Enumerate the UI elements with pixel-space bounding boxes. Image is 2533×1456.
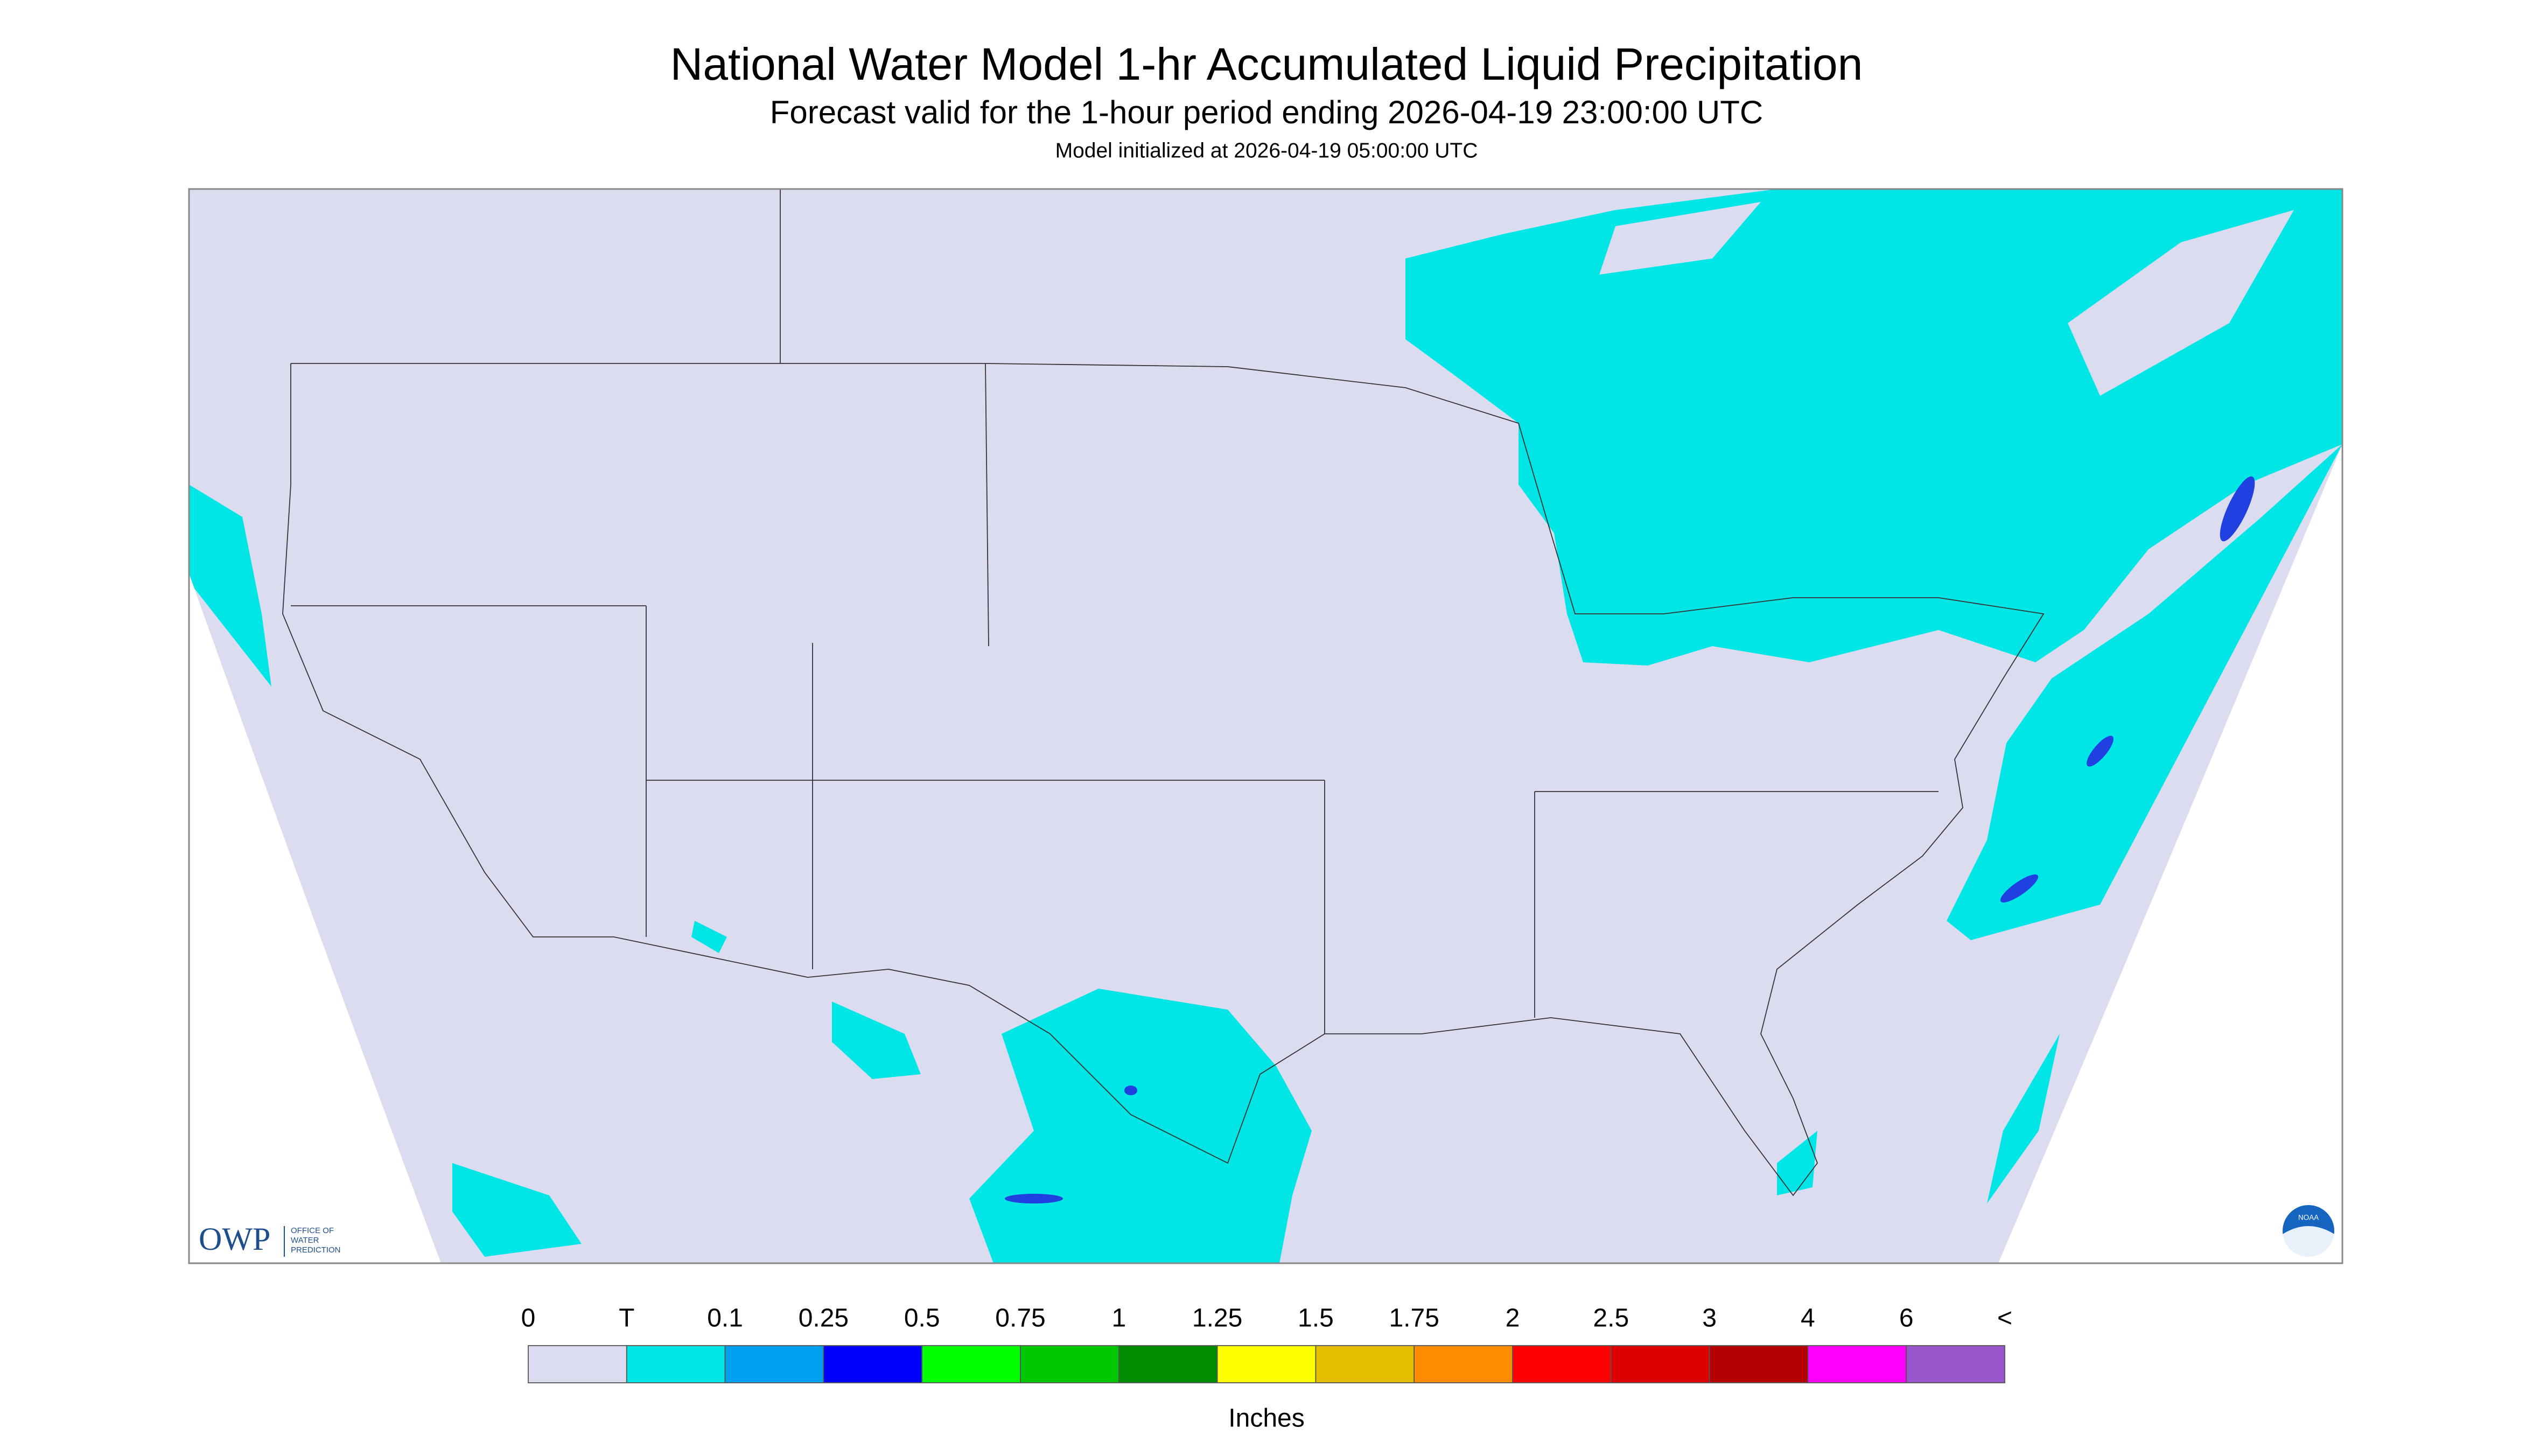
heavy-area (2000, 874, 2039, 903)
legend-label: 2 (1506, 1304, 1520, 1333)
color-swatch (1807, 1345, 1907, 1383)
legend-label: < (1997, 1304, 2012, 1333)
noaa-text: NOAA (2298, 1214, 2319, 1222)
color-legend: 0 T 0.1 0.25 0.5 0.75 1 1.25 1.5 1.75 2 2.5 3 4 6 < (521, 1304, 2012, 1383)
owp-logo: OWP (199, 1221, 270, 1257)
heavy-area (2220, 476, 2255, 542)
init-time: Model initialized at 2026-04-19 05:00:00… (1055, 139, 1478, 162)
noaa-logo-wave (2283, 1226, 2334, 1261)
legend-label: 4 (1801, 1304, 1815, 1333)
precip-area (189, 485, 271, 687)
color-swatch (823, 1345, 923, 1383)
color-swatch (626, 1345, 726, 1383)
precip-area (1947, 444, 2342, 941)
precip-area (1987, 1034, 2060, 1204)
legend-label: 6 (1899, 1304, 1914, 1333)
color-swatch (1315, 1345, 1415, 1383)
legend-label: 0.75 (995, 1304, 1045, 1333)
color-swatch (1906, 1345, 2005, 1383)
map: OWP OFFICE OF WATER PREDICTION NOAA (188, 188, 2343, 1264)
heavy-area (1124, 1086, 1137, 1096)
color-swatch (1709, 1345, 1809, 1383)
subtitle: Forecast valid for the 1-hour period end… (770, 94, 1763, 130)
map-frame (188, 188, 2343, 1264)
precip-area (452, 1163, 582, 1257)
boundary-line (985, 363, 989, 647)
legend-label: 0 (521, 1304, 536, 1333)
outside-domain (1998, 444, 2342, 1264)
color-swatch (1414, 1345, 1513, 1383)
boundary-line (282, 363, 2045, 1196)
legend-label: 1.5 (1298, 1304, 1334, 1333)
legend-label: 0.5 (904, 1304, 940, 1333)
precip-area (832, 1002, 921, 1080)
heavy-area (2087, 736, 2114, 767)
owp-text: WATER (291, 1236, 319, 1245)
owp-text: OFFICE OF (291, 1226, 334, 1235)
outside-domain (189, 573, 441, 1264)
precip-area (969, 989, 1312, 1264)
legend-label: T (619, 1304, 634, 1333)
color-swatch (1512, 1345, 1612, 1383)
title: National Water Model 1-hr Accumulated Li… (670, 39, 1863, 89)
legend-label: 1.25 (1192, 1304, 1242, 1333)
color-swatch (1118, 1345, 1218, 1383)
legend-label: 0.25 (799, 1304, 849, 1333)
precip-area (691, 921, 727, 954)
color-swatch (528, 1345, 627, 1383)
color-swatch (724, 1345, 824, 1383)
legend-label: 2.5 (1593, 1304, 1629, 1333)
color-swatch (1610, 1345, 1710, 1383)
precip-area (1777, 1131, 1817, 1196)
color-swatch (921, 1345, 1021, 1383)
dry-gap (1599, 202, 1761, 275)
boundaries (282, 189, 2045, 1196)
legend-label: 1 (1111, 1304, 1126, 1333)
heavy-area (1005, 1194, 1063, 1204)
legend-unit: Inches (1228, 1404, 1304, 1433)
heavy-precip (1005, 476, 2255, 1204)
color-swatch (1020, 1345, 1119, 1383)
legend-label: 3 (1702, 1304, 1717, 1333)
legend-label: 1.75 (1389, 1304, 1439, 1333)
dry-gap (2068, 210, 2294, 396)
dry-gaps (1599, 202, 2294, 396)
legend-label: 0.1 (707, 1304, 743, 1333)
owp-text: PREDICTION (291, 1245, 341, 1255)
color-swatch (1216, 1345, 1317, 1383)
